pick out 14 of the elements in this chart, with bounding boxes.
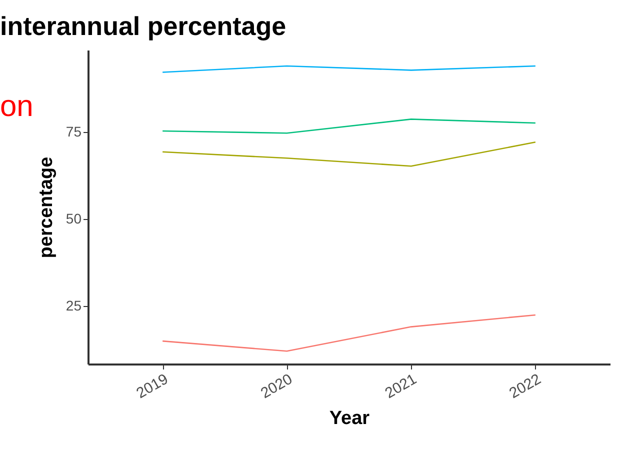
text: on: [0, 90, 34, 123]
line-series: [162, 118, 536, 134]
line-series: [162, 142, 536, 167]
x-tick-label: 2019: [134, 370, 172, 402]
y-axis-title: percentage: [36, 156, 57, 258]
x-tick-label: 2020: [258, 370, 296, 402]
x-axis-title: Year: [329, 408, 370, 430]
chart-title: interannual percentage: [0, 11, 286, 41]
x-tick-label: 2022: [506, 370, 544, 402]
y-tick-label: 75: [66, 124, 82, 140]
y-tick-label: 25: [66, 297, 82, 314]
x-tick-label: 2021: [382, 370, 420, 402]
y-tick-label: 50: [66, 210, 82, 226]
line-series: [162, 314, 536, 352]
